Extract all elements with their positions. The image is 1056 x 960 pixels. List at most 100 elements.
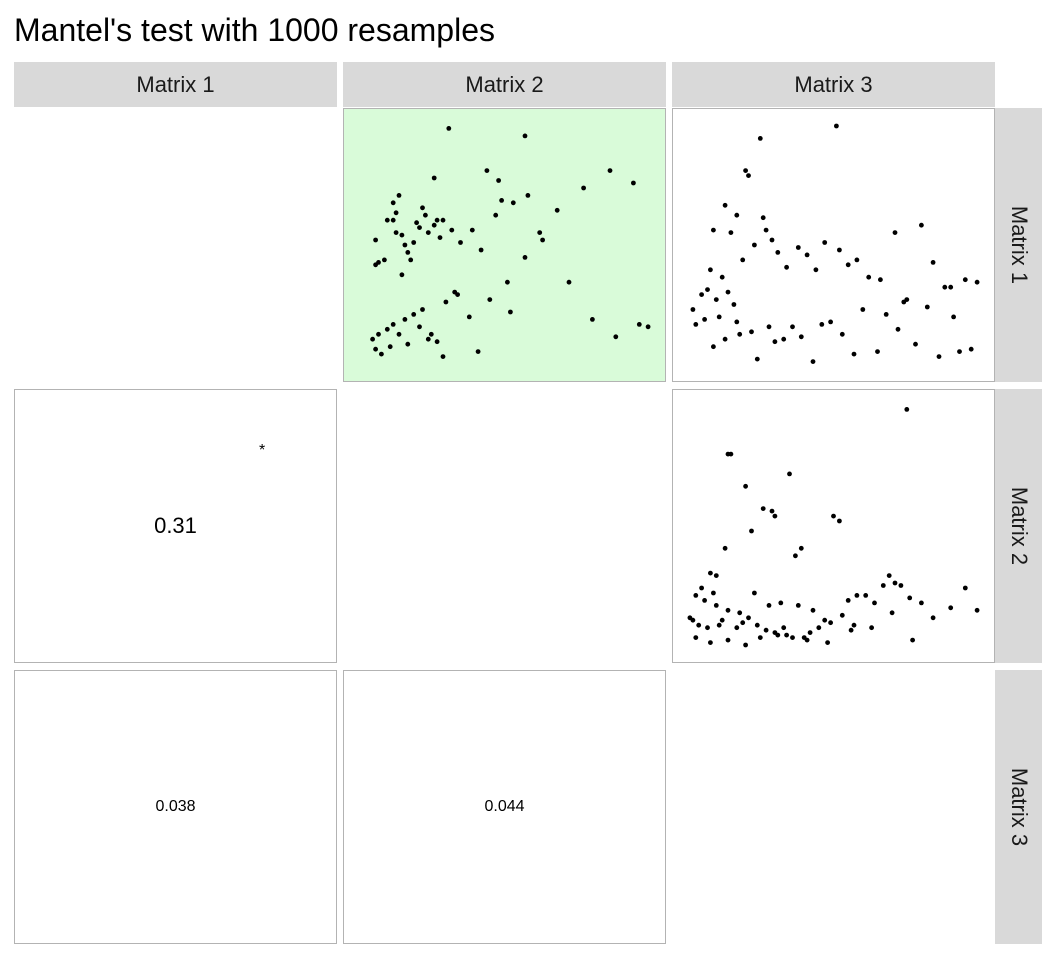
scatter-point: [525, 193, 531, 198]
scatter-point: [420, 307, 425, 312]
scatter-point: [772, 630, 778, 635]
scatter-point: [437, 235, 443, 240]
scatter-point: [725, 451, 731, 457]
scatter-point: [781, 336, 787, 342]
scatter-point: [919, 600, 924, 606]
scatter-point: [699, 292, 704, 297]
scatter-point: [705, 625, 710, 631]
scatter-point: [822, 617, 828, 623]
scatter-panel-matrix-2-matrix-3: [672, 389, 995, 663]
scatter-point: [746, 173, 751, 178]
scatter-point: [590, 317, 595, 322]
scatter-point: [784, 632, 789, 638]
scatter-point: [743, 642, 748, 648]
scatter-point: [540, 237, 545, 243]
scatter-point: [434, 217, 440, 223]
scatter-point: [951, 314, 956, 320]
scatter-point: [795, 603, 801, 608]
scatter-point: [493, 212, 499, 218]
scatter-point: [376, 331, 381, 337]
scatter-point: [449, 227, 455, 233]
scatter-point: [431, 222, 437, 228]
scatter-point: [889, 610, 895, 616]
scatter-panel-matrix-1-matrix-2: [343, 108, 666, 382]
correlation-value: 0.044: [484, 798, 525, 815]
scatter-plot: [690, 123, 980, 364]
scatter-point: [831, 513, 836, 519]
scatter-point: [428, 331, 434, 337]
scatter-point: [813, 267, 819, 273]
scatter-point: [425, 230, 431, 235]
scatter-point: [892, 580, 898, 586]
scatter-point: [719, 274, 725, 280]
significance-mark: *: [259, 442, 266, 459]
scatter-point: [434, 339, 440, 345]
scatter-point: [766, 324, 772, 330]
scatter-point: [962, 277, 968, 283]
scatter-point: [875, 349, 880, 354]
scatter-point: [455, 292, 460, 297]
scatter-point: [974, 279, 980, 285]
row-strip-matrix-2: Matrix 2: [995, 389, 1042, 663]
scatter-point: [370, 336, 375, 342]
scatter-point: [787, 471, 792, 477]
scatter-point: [705, 287, 710, 292]
scatter-point: [895, 326, 901, 332]
scatter-point: [737, 331, 743, 337]
scatter-point: [793, 553, 798, 559]
scatter-point: [880, 583, 886, 588]
scatter-point: [379, 351, 384, 357]
correlation-panel-matrix-3-matrix-2: 0.044: [343, 670, 666, 944]
scatter-point: [781, 625, 787, 631]
scatter-point: [901, 299, 907, 305]
scatter-point: [458, 240, 463, 245]
scatter-point: [942, 284, 948, 290]
scatter-point: [725, 289, 731, 295]
scatter-point: [496, 178, 501, 183]
scatter-point: [384, 326, 390, 332]
scatter-point: [708, 640, 713, 645]
scatter-point: [948, 284, 954, 290]
scatter-point: [740, 257, 746, 263]
row-strip-label: Matrix 3: [1006, 767, 1032, 847]
scatter-point: [708, 267, 713, 273]
scatter-point: [930, 260, 936, 265]
scatter-point: [696, 622, 702, 628]
scatter-point: [839, 612, 845, 618]
scatter-point: [396, 331, 402, 337]
scatter-point: [399, 272, 405, 278]
scatter-point: [910, 637, 915, 643]
scatter-point: [554, 207, 560, 213]
scatter-point: [373, 346, 378, 352]
scatter-point: [810, 607, 816, 613]
scatter-point: [757, 136, 763, 141]
scatter-point: [581, 185, 586, 191]
scatter-point: [713, 603, 719, 608]
scatter-point: [508, 309, 513, 315]
scatter-point: [607, 168, 613, 173]
correlation-panel-matrix-3-matrix-1: 0.038: [14, 670, 337, 944]
scatter-point: [854, 593, 860, 598]
scatter-point: [387, 344, 393, 350]
scatter-point: [411, 240, 417, 245]
scatter-point: [725, 607, 731, 613]
scatter-point: [743, 483, 748, 489]
scatter-point: [399, 232, 405, 238]
scatter-point: [962, 585, 968, 591]
scatter-point: [716, 314, 722, 320]
scatter-point: [851, 622, 857, 628]
correlation-value: 0.31: [154, 513, 197, 538]
scatter-point: [898, 583, 904, 588]
scatter-point: [746, 615, 751, 621]
scatter-point: [845, 262, 851, 268]
column-strip-matrix-1: Matrix 1: [14, 62, 337, 107]
scatter-point: [936, 354, 942, 359]
scatter-point: [924, 304, 930, 310]
scatter-point: [907, 595, 913, 601]
scatter-point: [974, 607, 980, 613]
scatter-point: [411, 312, 417, 317]
scatter-point: [719, 617, 725, 623]
scatter-point: [713, 297, 719, 302]
scatter-point: [863, 593, 869, 598]
scatter-point: [872, 600, 877, 606]
